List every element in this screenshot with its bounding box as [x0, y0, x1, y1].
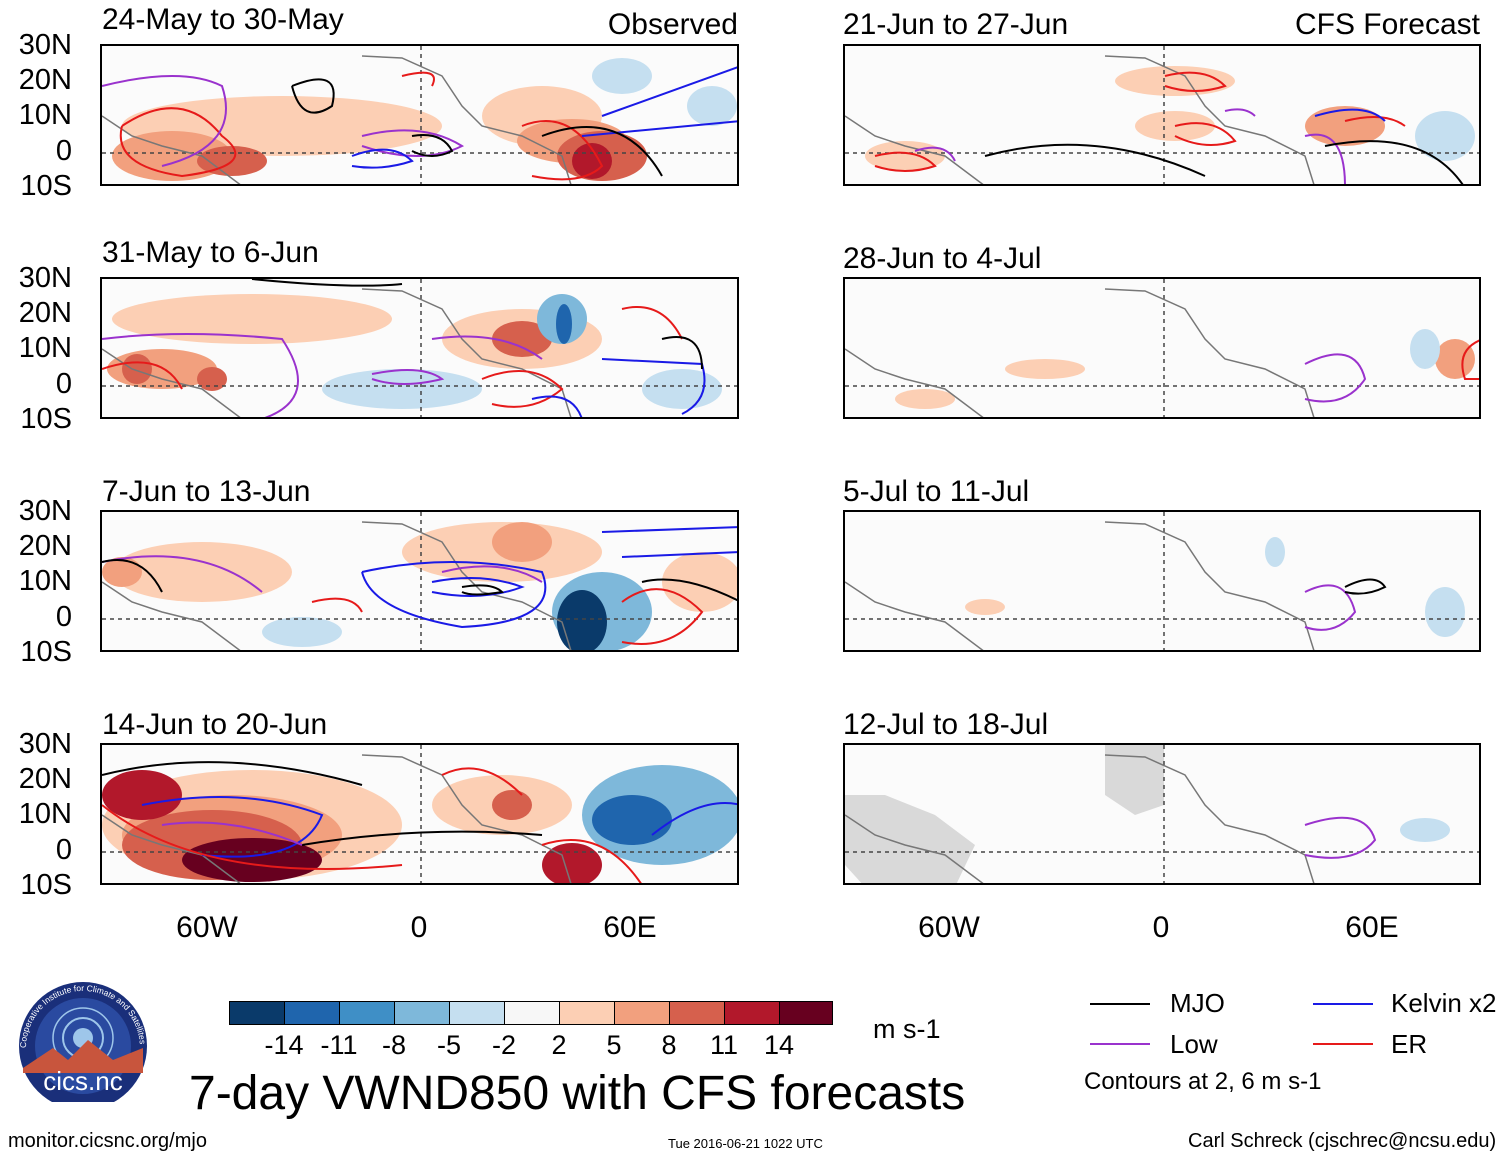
y-tick: 10N — [18, 798, 72, 830]
y-tick: 10S — [20, 170, 72, 202]
colorbar-tick: -2 — [491, 1030, 516, 1060]
y-tick: 20N — [18, 297, 72, 329]
colorbar-tick: -8 — [381, 1030, 406, 1060]
x-tick: 0 — [1152, 911, 1170, 944]
legend-label-mjo: MJO — [1170, 988, 1225, 1018]
panel-title-fc-1: 21-Jun to 27-Jun — [843, 8, 1069, 41]
map-obs-2 — [102, 279, 737, 417]
y-tick: 0 — [55, 834, 72, 866]
legend-label-kelvin: Kelvin x2 — [1391, 988, 1497, 1018]
shading — [895, 329, 1475, 409]
x-tick: 0 — [410, 911, 428, 944]
shading — [965, 537, 1465, 637]
colorbar-swatch — [339, 1001, 395, 1025]
colorbar-swatch — [724, 1001, 780, 1025]
map-panel-obs-2 — [100, 277, 739, 419]
shading — [845, 745, 1450, 883]
x-tick: 60W — [918, 911, 980, 944]
colorbar-swatch — [394, 1001, 450, 1025]
y-tick: 10N — [18, 332, 72, 364]
colorbar-swatch — [779, 1001, 833, 1025]
map-obs-1 — [102, 46, 737, 184]
y-tick: 0 — [55, 135, 72, 167]
panel-title-obs-2: 31-May to 6-Jun — [102, 236, 319, 269]
y-tick: 0 — [55, 601, 72, 633]
legend-line-low — [1090, 1043, 1150, 1045]
y-tick: 10S — [20, 636, 72, 668]
map-panel-fc-3 — [843, 510, 1481, 652]
colorbar-swatch — [284, 1001, 340, 1025]
y-tick: 20N — [18, 763, 72, 795]
y-tick: 30N — [18, 262, 72, 294]
logo-text: cics.nc — [43, 1066, 122, 1096]
y-tick: 0 — [55, 368, 72, 400]
y-tick: 10N — [18, 565, 72, 597]
y-tick: 10S — [20, 869, 72, 901]
y-tick: 10S — [20, 403, 72, 435]
legend-line-kelvin — [1313, 1003, 1373, 1005]
map-fc-4 — [845, 745, 1479, 883]
timestamp: Tue 2016-06-21 1022 UTC — [668, 1136, 823, 1151]
observed-label: Observed — [607, 8, 738, 41]
y-tick: 30N — [18, 728, 72, 760]
legend-label-low: Low — [1170, 1029, 1218, 1059]
panel-title-fc-4: 12-Jul to 18-Jul — [843, 708, 1049, 741]
map-fc-2 — [845, 279, 1479, 417]
colorbar-swatch — [449, 1001, 505, 1025]
colorbar-swatch — [559, 1001, 615, 1025]
map-obs-4 — [102, 745, 737, 883]
map-fc-3 — [845, 512, 1479, 650]
y-tick: 20N — [18, 64, 72, 96]
colorbar-swatch — [229, 1001, 285, 1025]
main-title: 7-day VWND850 with CFS forecasts — [189, 1067, 966, 1120]
colorbar-tick: 14 — [763, 1030, 795, 1060]
map-panel-obs-4 — [100, 743, 739, 885]
shading — [107, 294, 722, 409]
x-tick: 60E — [603, 911, 657, 944]
map-fc-1 — [845, 46, 1479, 184]
panel-title-fc-2: 28-Jun to 4-Jul — [843, 242, 1042, 275]
legend-label-er: ER — [1391, 1029, 1428, 1059]
y-tick: 10N — [18, 99, 72, 131]
colorbar-swatch — [614, 1001, 670, 1025]
panel-title-obs-3: 7-Jun to 13-Jun — [102, 475, 311, 508]
units-label: m s-1 — [873, 1014, 941, 1044]
y-tick: 20N — [18, 530, 72, 562]
legend-note: Contours at 2, 6 m s-1 — [1084, 1068, 1322, 1095]
map-panel-fc-2 — [843, 277, 1481, 419]
author-credit: Carl Schreck (cjschrec@ncsu.edu) — [1188, 1130, 1497, 1152]
colorbar-tick: 8 — [661, 1030, 677, 1060]
map-panel-obs-3 — [100, 510, 739, 652]
colorbar-tick: -5 — [436, 1030, 461, 1060]
cics-logo: Cooperative Institute for Climate and Sa… — [8, 978, 158, 1110]
footer-url[interactable]: monitor.cicsnc.org/mjo — [8, 1130, 207, 1152]
cics-logo-graphic: Cooperative Institute for Climate and Sa… — [18, 982, 148, 1110]
legend-line-mjo — [1090, 1003, 1150, 1005]
colorbar-swatch — [669, 1001, 725, 1025]
colorbar-tick: 11 — [709, 1030, 739, 1060]
shading — [865, 66, 1475, 171]
forecast-label: CFS Forecast — [1294, 8, 1480, 41]
panel-title-obs-4: 14-Jun to 20-Jun — [102, 708, 328, 741]
colorbar-tick: 2 — [551, 1030, 567, 1060]
panel-title-fc-3: 5-Jul to 11-Jul — [843, 475, 1030, 508]
x-tick: 60W — [176, 911, 238, 944]
x-tick: 60E — [1345, 911, 1399, 944]
shading — [112, 58, 737, 181]
map-panel-fc-4 — [843, 743, 1481, 885]
map-panel-fc-1 — [843, 44, 1481, 186]
panel-title-obs-1: 24-May to 30-May — [102, 3, 344, 36]
y-tick: 30N — [18, 495, 72, 527]
colorbar-tick: -14 — [264, 1030, 304, 1060]
colorbar-tick: -11 — [320, 1030, 358, 1060]
legend-line-er — [1313, 1043, 1373, 1045]
colorbar-swatch — [504, 1001, 560, 1025]
map-panel-obs-1 — [100, 44, 739, 186]
y-tick: 30N — [18, 29, 72, 61]
map-obs-3 — [102, 512, 737, 650]
colorbar-tick: 5 — [606, 1030, 622, 1060]
